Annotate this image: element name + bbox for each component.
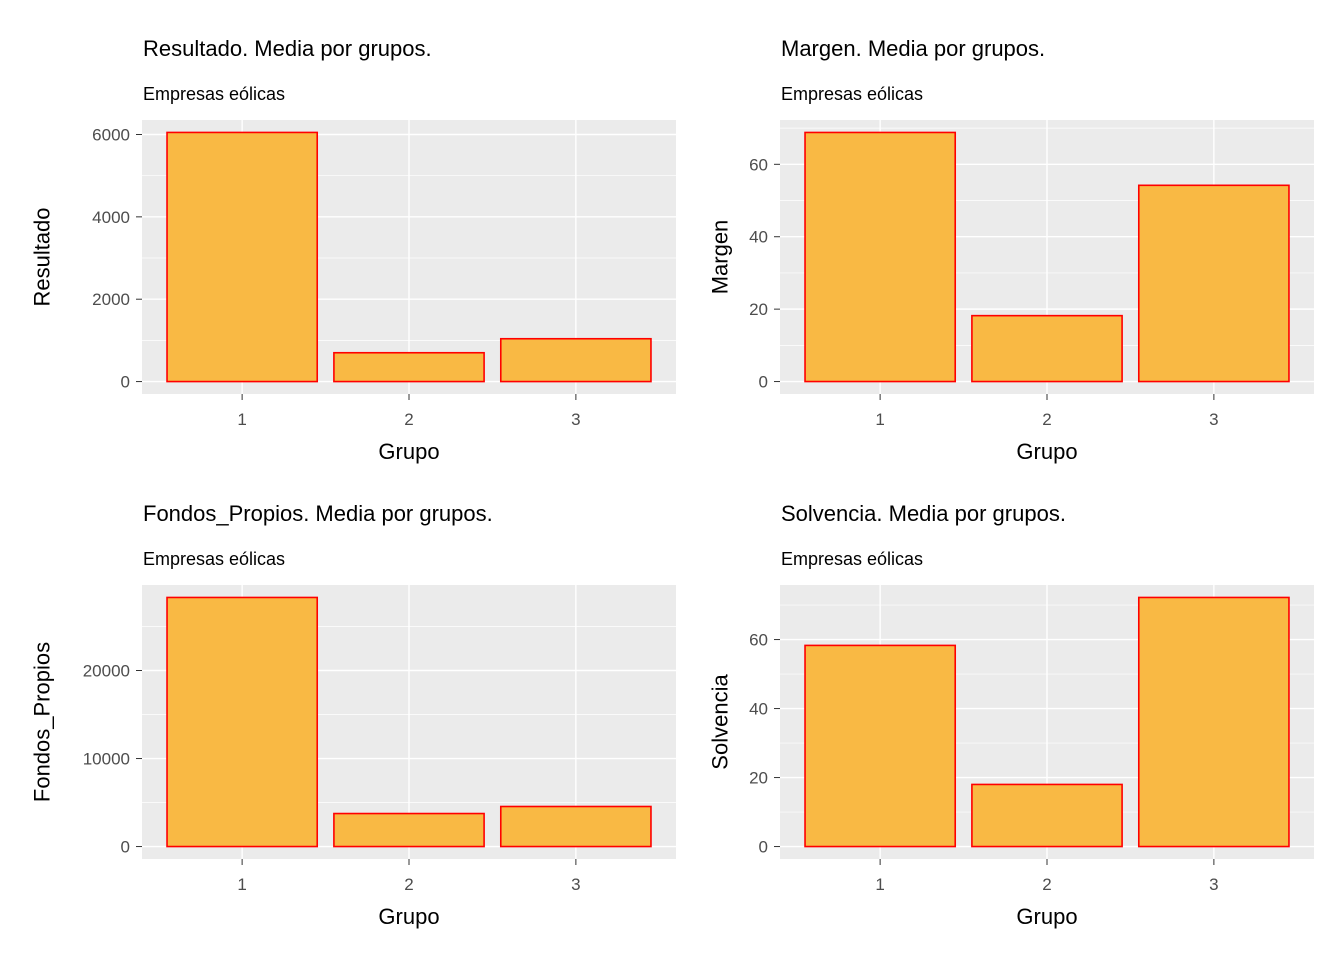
x-tick-label: 3 bbox=[1209, 410, 1218, 429]
x-tick-label: 2 bbox=[404, 875, 413, 894]
y-tick-label: 60 bbox=[749, 155, 768, 174]
y-tick-label: 0 bbox=[121, 373, 130, 392]
x-tick-label: 2 bbox=[1042, 410, 1051, 429]
y-tick-label: 4000 bbox=[92, 208, 130, 227]
x-tick-label: 3 bbox=[571, 875, 580, 894]
bar bbox=[804, 131, 957, 383]
x-tick-label: 3 bbox=[1209, 875, 1218, 894]
bar bbox=[1137, 596, 1290, 848]
y-axis-title: Solvencia bbox=[708, 674, 733, 770]
chart-subtitle: Empresas eólicas bbox=[781, 549, 923, 569]
bar bbox=[333, 351, 485, 383]
chart-title: Margen. Media por grupos. bbox=[781, 36, 1045, 61]
chart-title: Solvencia. Media por grupos. bbox=[781, 501, 1066, 526]
y-tick-label: 6000 bbox=[92, 125, 130, 144]
bar bbox=[971, 783, 1123, 848]
bar bbox=[166, 596, 319, 848]
y-tick-label: 10000 bbox=[83, 750, 130, 769]
y-axis-title: Resultado bbox=[30, 207, 55, 306]
bar bbox=[971, 314, 1123, 383]
chart-panel: Resultado. Media por grupos. Empresas eól… bbox=[30, 36, 676, 464]
chart-panel: Fondos_Propios. Media por grupos. Empresa… bbox=[30, 501, 676, 929]
x-tick-label: 3 bbox=[571, 410, 580, 429]
chart-title: Resultado. Media por grupos. bbox=[143, 36, 432, 61]
x-tick-label: 1 bbox=[237, 410, 246, 429]
y-axis-title: Margen bbox=[708, 220, 733, 295]
bar bbox=[499, 805, 652, 848]
chart-panel: Margen. Media por grupos. Empresas eólica… bbox=[708, 36, 1314, 464]
x-axis-title: Grupo bbox=[378, 439, 439, 464]
x-axis-title: Grupo bbox=[378, 904, 439, 929]
y-tick-label: 40 bbox=[749, 700, 768, 719]
chart-title: Fondos_Propios. Media por grupos. bbox=[143, 501, 493, 526]
x-tick-label: 2 bbox=[404, 410, 413, 429]
x-axis-title: Grupo bbox=[1016, 904, 1077, 929]
chart-subtitle: Empresas eólicas bbox=[143, 84, 285, 104]
bar bbox=[333, 812, 485, 848]
bar bbox=[499, 337, 652, 383]
y-tick-label: 0 bbox=[759, 373, 768, 392]
bar bbox=[1137, 184, 1290, 383]
x-tick-label: 1 bbox=[875, 410, 884, 429]
x-tick-label: 1 bbox=[875, 875, 884, 894]
chart-subtitle: Empresas eólicas bbox=[781, 84, 923, 104]
bar bbox=[166, 131, 319, 383]
y-axis-title: Fondos_Propios bbox=[30, 642, 55, 802]
y-tick-label: 20 bbox=[749, 300, 768, 319]
y-tick-label: 20 bbox=[749, 769, 768, 788]
y-tick-label: 20000 bbox=[83, 662, 130, 681]
y-tick-label: 40 bbox=[749, 228, 768, 247]
y-tick-label: 60 bbox=[749, 631, 768, 650]
x-tick-label: 1 bbox=[237, 875, 246, 894]
bar bbox=[804, 644, 957, 848]
x-axis-title: Grupo bbox=[1016, 439, 1077, 464]
x-tick-label: 2 bbox=[1042, 875, 1051, 894]
y-tick-label: 0 bbox=[759, 838, 768, 857]
y-tick-label: 0 bbox=[121, 838, 130, 857]
y-tick-label: 2000 bbox=[92, 290, 130, 309]
chart-subtitle: Empresas eólicas bbox=[143, 549, 285, 569]
chart-panel: Solvencia. Media por grupos. Empresas eól… bbox=[708, 501, 1314, 929]
